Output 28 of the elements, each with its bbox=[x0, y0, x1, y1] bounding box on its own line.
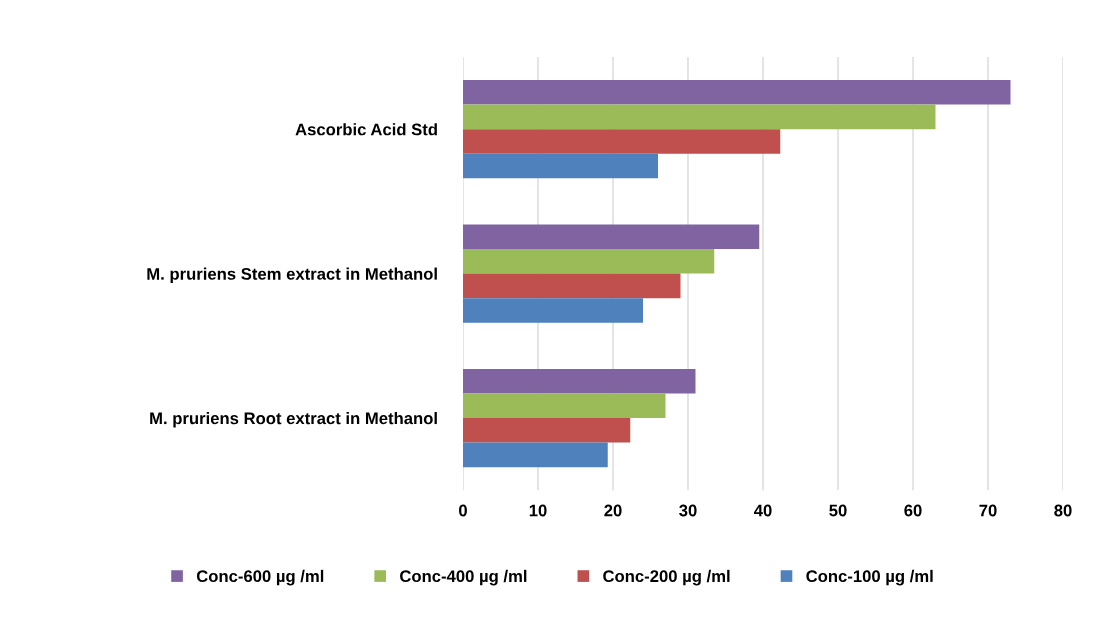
x-tick-label: 70 bbox=[979, 504, 997, 517]
legend-label: Conc-400 µg /ml bbox=[400, 569, 527, 586]
bar bbox=[463, 249, 715, 274]
y-tick-label: Ascorbic Acid Std bbox=[295, 123, 437, 136]
legend-label: Conc-100 µg /ml bbox=[806, 569, 933, 586]
bar bbox=[463, 104, 936, 130]
x-tick-label: 0 bbox=[459, 504, 467, 517]
bar bbox=[463, 442, 608, 468]
x-tick-label: 10 bbox=[529, 504, 547, 517]
bar bbox=[463, 393, 666, 419]
bar bbox=[463, 298, 643, 323]
bar bbox=[463, 80, 1011, 105]
bar bbox=[463, 273, 681, 299]
x-tick-label: 30 bbox=[679, 504, 697, 517]
y-tick-label: M. pruriens Root extract in Methanol bbox=[150, 411, 437, 428]
bar bbox=[463, 129, 781, 154]
x-tick-label: 20 bbox=[604, 504, 622, 517]
bar bbox=[463, 153, 658, 179]
legend-label: Conc-200 µg /ml bbox=[603, 569, 730, 586]
x-tick-label: 40 bbox=[753, 504, 772, 517]
bar bbox=[463, 368, 696, 394]
x-tick-label: 80 bbox=[1054, 504, 1072, 517]
bar bbox=[463, 224, 760, 250]
bar bbox=[463, 418, 631, 443]
legend-label: Conc-600 µg /ml bbox=[196, 569, 324, 586]
y-tick-label: M. pruriens Stem extract in Methanol bbox=[147, 267, 437, 284]
x-tick-label: 50 bbox=[829, 504, 847, 517]
x-tick-label: 60 bbox=[904, 504, 922, 517]
